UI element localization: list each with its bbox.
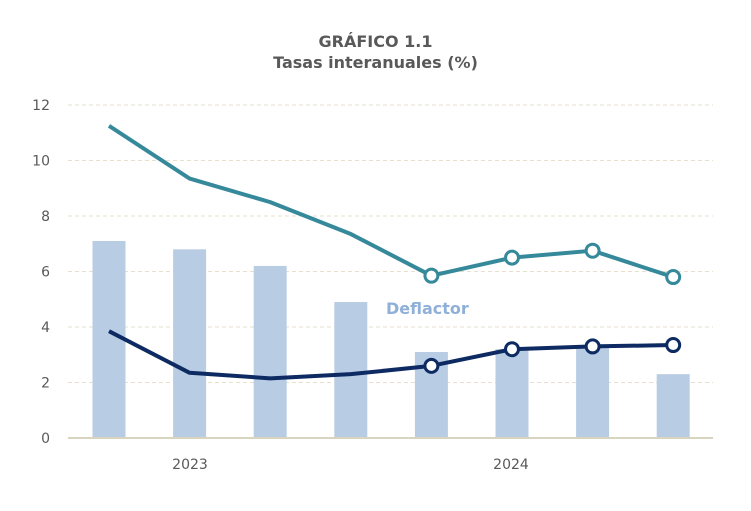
teal-point-marker: [423, 267, 440, 284]
chart-title: GRÁFICO 1.1: [318, 32, 433, 51]
bar: [334, 302, 368, 438]
bar: [92, 240, 126, 438]
deflactor-label: Deflactor: [386, 299, 469, 318]
teal-point-marker: [665, 269, 682, 286]
x-tick-label: 2024: [493, 457, 529, 473]
y-tick-label: 4: [41, 320, 50, 336]
y-tick-label: 2: [41, 376, 50, 392]
bar: [253, 265, 287, 438]
y-tick-label: 12: [32, 98, 50, 114]
bar: [656, 374, 690, 438]
y-tick-label: 6: [41, 265, 50, 281]
y-tick-label: 8: [41, 209, 50, 225]
y-tick-label: 0: [41, 431, 50, 447]
teal-series-line: [107, 124, 674, 279]
navy-point-marker: [584, 338, 601, 355]
bar: [495, 349, 529, 438]
bar: [173, 249, 207, 438]
teal-point-marker: [504, 249, 520, 266]
navy-point-marker: [423, 357, 440, 374]
teal-point-marker: [584, 242, 601, 259]
y-tick-label: 10: [32, 154, 50, 170]
navy-series-line: [108, 329, 674, 381]
x-tick-label: 2023: [172, 457, 208, 473]
bar: [576, 346, 610, 438]
navy-point-marker: [665, 337, 682, 354]
chart-subtitle: Tasas interanuales (%): [273, 53, 478, 72]
navy-point-marker: [504, 341, 520, 358]
